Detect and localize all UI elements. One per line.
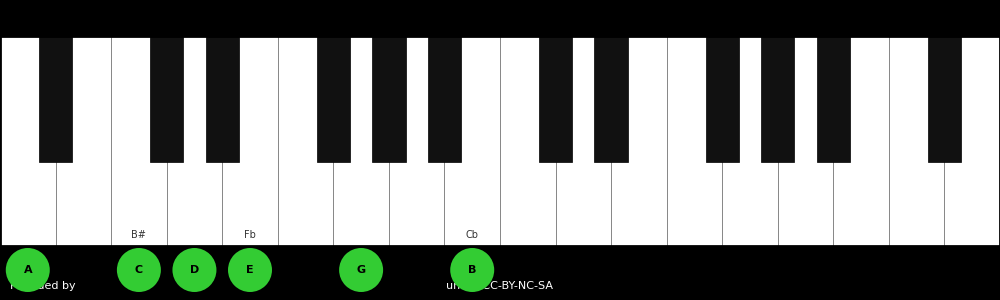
Bar [317,36,350,162]
Bar [611,36,667,246]
Bar [667,36,722,246]
Bar [0,252,1000,300]
Ellipse shape [172,248,216,292]
Ellipse shape [339,248,383,292]
Bar [594,36,628,162]
Bar [722,36,778,246]
Bar [56,36,111,246]
Text: Cb: Cb [466,230,479,241]
Bar [500,36,556,246]
Bar [706,36,739,162]
Bar [944,36,1000,246]
Bar [333,36,389,246]
Text: under CC-BY-NC-SA: under CC-BY-NC-SA [446,281,554,291]
Bar [150,36,183,162]
Bar [111,36,167,246]
Text: D: D [190,265,199,275]
Text: G: G [357,265,366,275]
Ellipse shape [117,248,161,292]
Text: B: B [468,265,476,275]
Bar [889,36,944,246]
Text: E: E [246,265,254,275]
Bar [778,36,833,246]
Ellipse shape [228,248,272,292]
Bar [389,36,444,246]
Text: Provided by: Provided by [10,281,76,291]
Text: C: C [135,265,143,275]
Text: B#: B# [131,230,146,241]
Bar [928,36,961,162]
Bar [206,36,239,162]
Bar [0,36,56,246]
Bar [761,36,794,162]
Bar [556,36,611,246]
Bar [428,36,461,162]
Bar [833,36,889,246]
Bar [817,36,850,162]
Text: Fb: Fb [244,230,256,241]
Bar [0,36,1000,246]
Bar [444,36,500,246]
Bar [167,36,222,246]
Bar [39,36,72,162]
Ellipse shape [6,248,50,292]
Bar [539,36,572,162]
Text: A: A [23,265,32,275]
Ellipse shape [450,248,494,292]
Bar [278,36,333,246]
Bar [372,36,406,162]
Bar [222,36,278,246]
